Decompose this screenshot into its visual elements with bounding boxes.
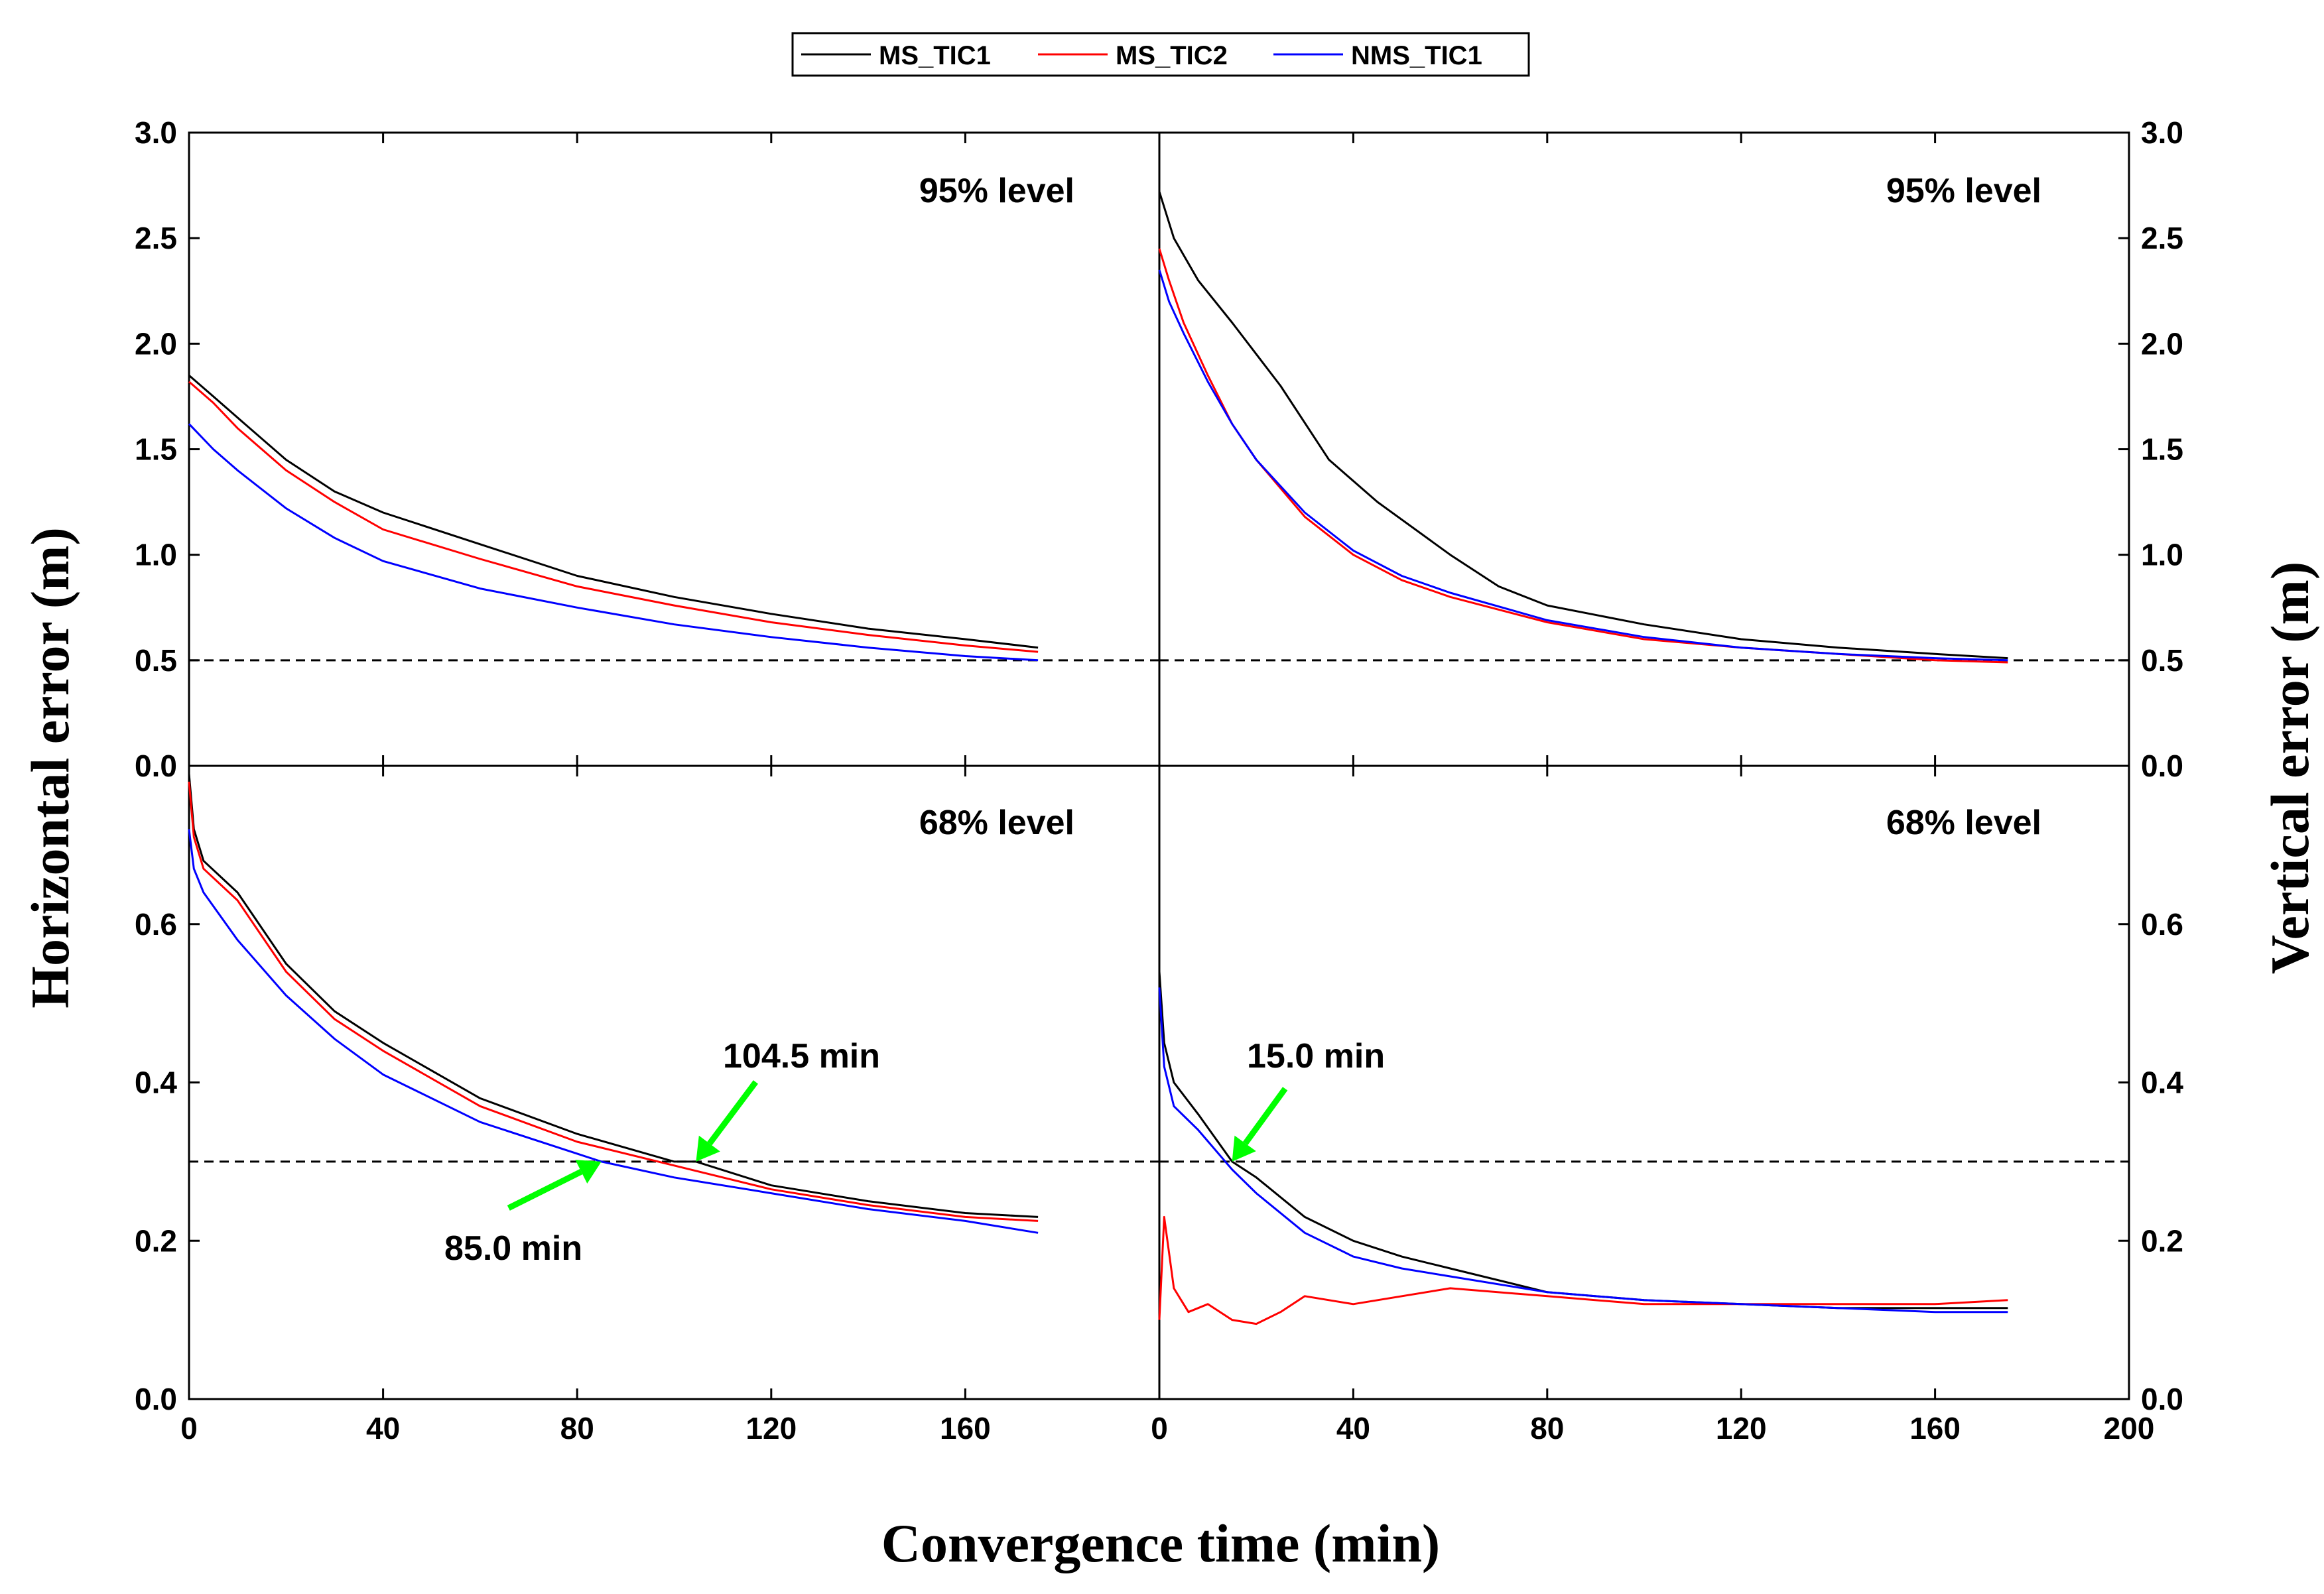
y-tick-label-horizontal-68-2: 0.4: [135, 1066, 177, 1100]
y-tick-label-vertical-95-4: 2.0: [2141, 326, 2183, 361]
x-tick-label-1-3: 120: [1716, 1411, 1767, 1445]
y-tick-label-vertical-68-2: 0.4: [2141, 1066, 2183, 1100]
x-tick-label-1-4: 160: [1909, 1411, 1961, 1445]
legend-label-ms-tic1: MS_TIC1: [879, 41, 991, 70]
panel-label-horizontal-68: 68% level: [919, 804, 1074, 842]
y-tick-label-vertical-68-3: 0.6: [2141, 907, 2183, 942]
y-tick-label-vertical-95-2: 1.0: [2141, 538, 2183, 572]
y-tick-label-vertical-68-1: 0.2: [2141, 1223, 2183, 1258]
x-tick-label-1-0: 0: [1151, 1411, 1168, 1445]
x-tick-label-0-1: 40: [366, 1411, 400, 1445]
annotation-arrow-head-2: [1232, 1135, 1256, 1162]
annotation-arrow-head-1: [575, 1160, 602, 1184]
y-tick-label-horizontal-95-0: 0.0: [135, 749, 177, 783]
y-tick-label-horizontal-95-3: 1.5: [135, 432, 177, 467]
series-line-horizontal-95-ms-tic2: [188, 381, 1039, 653]
y-tick-label-horizontal-68-3: 0.6: [135, 907, 177, 942]
x-tick-label-0-4: 160: [940, 1411, 991, 1445]
series-line-vertical-68-nms-tic1: [1158, 987, 2008, 1314]
y-tick-label-horizontal-95-2: 1.0: [135, 538, 177, 572]
series-line-horizontal-95-nms-tic1: [188, 423, 1039, 662]
legend-label-ms-tic2: MS_TIC2: [1116, 41, 1228, 70]
series-line-vertical-95-nms-tic1: [1158, 269, 2008, 662]
y-tick-label-vertical-95-0: 0.0: [2141, 749, 2183, 783]
series-line-vertical-95-ms-tic2: [1158, 248, 2008, 664]
y-axis-title-left: Horizontal error (m): [20, 527, 80, 1009]
series-line-horizontal-68-ms-tic1: [188, 773, 1039, 1218]
series-line-vertical-68-ms-tic2: [1158, 1215, 2008, 1325]
x-tick-label-0-0: 0: [180, 1411, 198, 1445]
y-tick-label-vertical-95-6: 3.0: [2141, 115, 2183, 150]
series-line-horizontal-95-ms-tic1: [188, 374, 1039, 649]
series-line-horizontal-68-nms-tic1: [188, 829, 1039, 1234]
y-tick-label-horizontal-68-1: 0.2: [135, 1223, 177, 1258]
series-line-vertical-68-ms-tic1: [1158, 971, 2008, 1310]
annotation-arrow-shaft-0: [707, 1080, 759, 1146]
y-tick-label-vertical-95-3: 1.5: [2141, 432, 2183, 467]
annotation-arrow-shaft-2: [1243, 1087, 1288, 1146]
legend-box: [791, 32, 1530, 77]
x-tick-label-0-2: 80: [560, 1411, 594, 1445]
y-tick-label-horizontal-68-0: 0.0: [135, 1382, 177, 1416]
annotation-15-0-min: 15.0 min: [1247, 1037, 1385, 1075]
x-tick-label-1-5: 200: [2104, 1411, 2155, 1445]
y-tick-label-horizontal-95-5: 2.5: [135, 221, 177, 255]
annotation-arrow-head-0: [696, 1135, 720, 1162]
series-line-horizontal-68-ms-tic2: [188, 781, 1039, 1222]
annotation-arrow-shaft-1: [507, 1169, 583, 1211]
panel-frame-horizontal-68: [188, 765, 1161, 1400]
panel-label-horizontal-95: 95% level: [919, 172, 1074, 210]
x-tick-label-1-2: 80: [1530, 1411, 1564, 1445]
panel-frame-vertical-95: [1158, 131, 2130, 767]
panel-label-vertical-68: 68% level: [1886, 804, 2041, 842]
y-tick-label-horizontal-95-1: 0.5: [135, 643, 177, 678]
x-axis-title: Convergence time (min): [881, 1513, 1441, 1573]
y-tick-label-horizontal-95-4: 2.0: [135, 326, 177, 361]
panel-label-vertical-95: 95% level: [1886, 172, 2041, 210]
y-axis-title-right: Vertical error (m): [2260, 562, 2320, 974]
annotation-85-0-min: 85.0 min: [444, 1229, 582, 1268]
y-tick-label-vertical-95-1: 0.5: [2141, 643, 2183, 678]
legend: MS_TIC1 MS_TIC2 NMS_TIC1: [791, 32, 1530, 77]
legend-label-nms-tic1: NMS_TIC1: [1351, 41, 1482, 70]
x-tick-label-1-1: 40: [1336, 1411, 1370, 1445]
y-tick-label-vertical-68-0: 0.0: [2141, 1382, 2183, 1416]
annotation-104-5-min: 104.5 min: [723, 1037, 880, 1075]
x-tick-label-0-3: 120: [745, 1411, 797, 1445]
y-tick-label-vertical-95-5: 2.5: [2141, 221, 2183, 255]
y-tick-label-horizontal-95-6: 3.0: [135, 115, 177, 150]
panel-frame-horizontal-95: [188, 131, 1161, 767]
series-line-vertical-95-ms-tic1: [1158, 191, 2008, 660]
